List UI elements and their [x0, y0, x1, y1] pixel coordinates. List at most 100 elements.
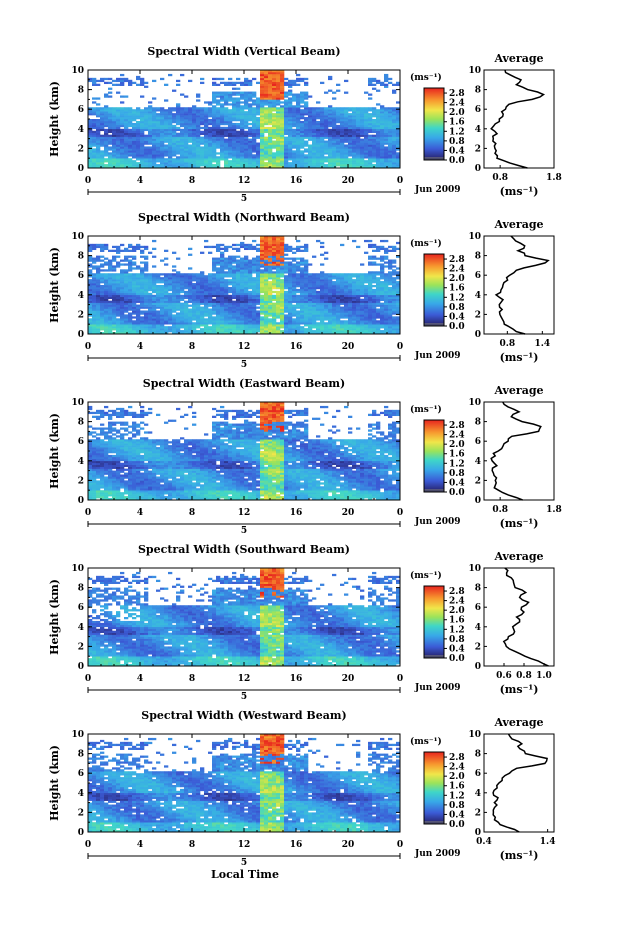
heatmap-cell [380, 132, 385, 135]
heatmap-cell [92, 154, 97, 157]
heatmap-cell [92, 286, 97, 290]
heatmap-cell [184, 138, 189, 141]
heatmap-cell [228, 81, 233, 85]
heatmap-cell [256, 269, 261, 272]
heatmap-cell [236, 273, 241, 276]
heatmap-cell [280, 97, 285, 100]
heatmap-cell [196, 119, 201, 122]
heatmap-cell [108, 328, 113, 331]
heatmap-cell [188, 152, 193, 155]
heatmap-cell [212, 128, 217, 132]
heatmap-cell [292, 259, 297, 262]
heatmap-cell [308, 156, 313, 159]
heatmap-cell [312, 160, 317, 163]
heatmap-cell [232, 158, 237, 161]
heatmap-cell [156, 164, 161, 167]
heatmap-cell [284, 249, 289, 252]
heatmap-cell [332, 109, 337, 112]
heatmap-cell [392, 89, 397, 92]
heatmap-cell [100, 273, 105, 276]
heatmap-cell [296, 120, 301, 124]
heatmap-cell [380, 154, 385, 157]
heatmap-cell [136, 314, 141, 317]
heatmap-cell [264, 148, 269, 151]
heatmap-cell [332, 166, 337, 169]
heatmap-cell [144, 134, 149, 137]
heatmap-cell [104, 306, 109, 309]
heatmap-cell [136, 277, 141, 280]
heatmap-cell [156, 320, 161, 323]
heatmap-cell [268, 259, 273, 262]
heatmap-cell [260, 164, 265, 167]
heatmap-cell [276, 122, 281, 126]
heatmap-cell [260, 160, 265, 163]
heatmap-cell [312, 144, 317, 147]
heatmap-cell [292, 99, 297, 102]
heatmap-cell [200, 117, 205, 120]
heatmap-cell [276, 312, 281, 315]
heatmap-cell [244, 257, 249, 260]
heatmap-cell [148, 314, 153, 317]
heatmap-cell [128, 109, 133, 112]
heatmap-cell [224, 142, 229, 145]
heatmap-cell [164, 286, 169, 290]
heatmap-cell [292, 136, 297, 139]
heatmap-cell [96, 328, 101, 331]
heatmap-cell [104, 247, 109, 251]
heatmap-cell [220, 99, 225, 102]
heatmap-cell [116, 283, 121, 286]
heatmap-cell [100, 166, 105, 169]
heatmap-cell [228, 286, 233, 290]
heatmap-cell [156, 126, 161, 130]
heatmap-cell [264, 259, 269, 262]
heatmap-cell [272, 265, 277, 268]
heatmap-cell [276, 324, 281, 327]
heatmap-cell [164, 275, 169, 278]
heatmap-cell [280, 310, 285, 313]
heatmap-cell [112, 128, 117, 132]
heatmap-cell [296, 283, 301, 286]
heatmap-cell [388, 126, 393, 130]
heatmap-cell [188, 281, 193, 284]
heatmap-cell [260, 257, 265, 260]
heatmap-cell [260, 247, 265, 251]
heatmap-cell [240, 119, 245, 122]
heatmap-cell [320, 113, 325, 116]
heatmap-cell [196, 128, 201, 132]
heatmap-cell [204, 160, 209, 163]
heatmap-cell [252, 259, 257, 262]
heatmap-cell [228, 298, 233, 301]
heatmap-cell [236, 130, 241, 134]
heatmap-cell [136, 75, 141, 79]
heatmap-cell [264, 79, 269, 83]
heatmap-cell [132, 150, 137, 153]
heatmap-cell [316, 322, 321, 325]
heatmap-cell [284, 107, 289, 110]
heatmap-cell [332, 122, 337, 126]
heatmap-cell [284, 124, 289, 128]
heatmap-cell [164, 134, 169, 137]
heatmap-cell [92, 279, 97, 282]
heatmap-cell [248, 306, 253, 309]
heatmap-cell [152, 162, 157, 165]
heatmap-cell [396, 81, 401, 85]
heatmap-cell [280, 166, 285, 169]
heatmap-cell [360, 115, 365, 118]
heatmap-cell [124, 277, 129, 280]
heatmap-cell [276, 128, 281, 132]
heatmap-cell [264, 286, 269, 290]
heatmap-cell [248, 243, 253, 247]
heatmap-cell [332, 152, 337, 155]
heatmap-cell [272, 156, 277, 159]
heatmap-cell [192, 330, 197, 333]
heatmap-cell [220, 140, 225, 143]
heatmap-cell [252, 261, 257, 264]
heatmap-cell [280, 269, 285, 272]
heatmap-cell [268, 148, 273, 151]
heatmap-cell [148, 279, 153, 282]
heatmap-cell [92, 302, 97, 305]
heatmap-cell [140, 318, 145, 321]
heatmap-cell [160, 126, 165, 130]
heatmap-cell [120, 328, 125, 331]
heatmap-cell [192, 277, 197, 280]
